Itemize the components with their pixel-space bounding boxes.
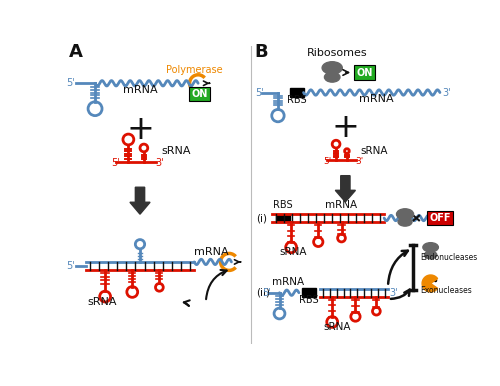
Ellipse shape [398, 218, 412, 226]
Text: ON: ON [192, 89, 208, 99]
Text: 3': 3' [442, 213, 451, 223]
FancyBboxPatch shape [290, 88, 304, 97]
Text: mRNA: mRNA [326, 200, 358, 210]
FancyBboxPatch shape [302, 288, 316, 297]
Text: (ii): (ii) [256, 288, 270, 298]
Text: +: + [126, 113, 154, 146]
Text: 3': 3' [442, 88, 451, 98]
Text: RBS: RBS [299, 295, 319, 305]
FancyArrowPatch shape [388, 251, 408, 284]
Text: sRNA: sRNA [88, 297, 117, 307]
Ellipse shape [424, 251, 437, 259]
Text: sRNA: sRNA [360, 146, 388, 156]
Text: mRNA: mRNA [272, 277, 304, 287]
Text: 3': 3' [356, 157, 364, 166]
Text: mRNA: mRNA [359, 94, 394, 104]
Ellipse shape [423, 243, 438, 252]
Text: 5': 5' [262, 288, 271, 298]
Text: 5': 5' [324, 157, 332, 166]
FancyBboxPatch shape [276, 214, 289, 222]
Text: Exonucleases: Exonucleases [420, 286, 472, 295]
Text: (i): (i) [256, 213, 267, 223]
Text: Polymerase: Polymerase [166, 65, 222, 75]
FancyArrowPatch shape [391, 290, 409, 299]
Text: 3': 3' [156, 158, 164, 168]
Text: sRNA: sRNA [324, 322, 351, 332]
Ellipse shape [396, 209, 413, 220]
FancyArrowPatch shape [206, 270, 227, 299]
Text: mRNA: mRNA [194, 247, 228, 257]
Text: 5': 5' [256, 88, 264, 98]
Text: RBS: RBS [286, 95, 306, 105]
Text: RBS: RBS [273, 200, 292, 210]
Text: Ribosomes: Ribosomes [308, 47, 368, 58]
Polygon shape [130, 187, 150, 214]
Text: B: B [254, 43, 268, 61]
Ellipse shape [324, 72, 340, 82]
Text: sRNA: sRNA [161, 146, 190, 156]
Text: 5': 5' [66, 78, 75, 88]
Text: +: + [332, 111, 359, 144]
Text: 5': 5' [66, 261, 75, 271]
FancyArrowPatch shape [184, 300, 190, 306]
Text: mRNA: mRNA [122, 85, 158, 95]
Polygon shape [336, 176, 355, 202]
Wedge shape [422, 275, 438, 292]
Text: 5': 5' [112, 158, 120, 168]
Text: Endonucleases: Endonucleases [420, 253, 478, 262]
Text: sRNA: sRNA [280, 247, 307, 257]
Text: A: A [68, 43, 82, 61]
Text: OFF: OFF [429, 213, 450, 223]
Text: 3': 3' [390, 288, 398, 298]
Ellipse shape [322, 62, 342, 74]
Text: ON: ON [356, 68, 373, 78]
